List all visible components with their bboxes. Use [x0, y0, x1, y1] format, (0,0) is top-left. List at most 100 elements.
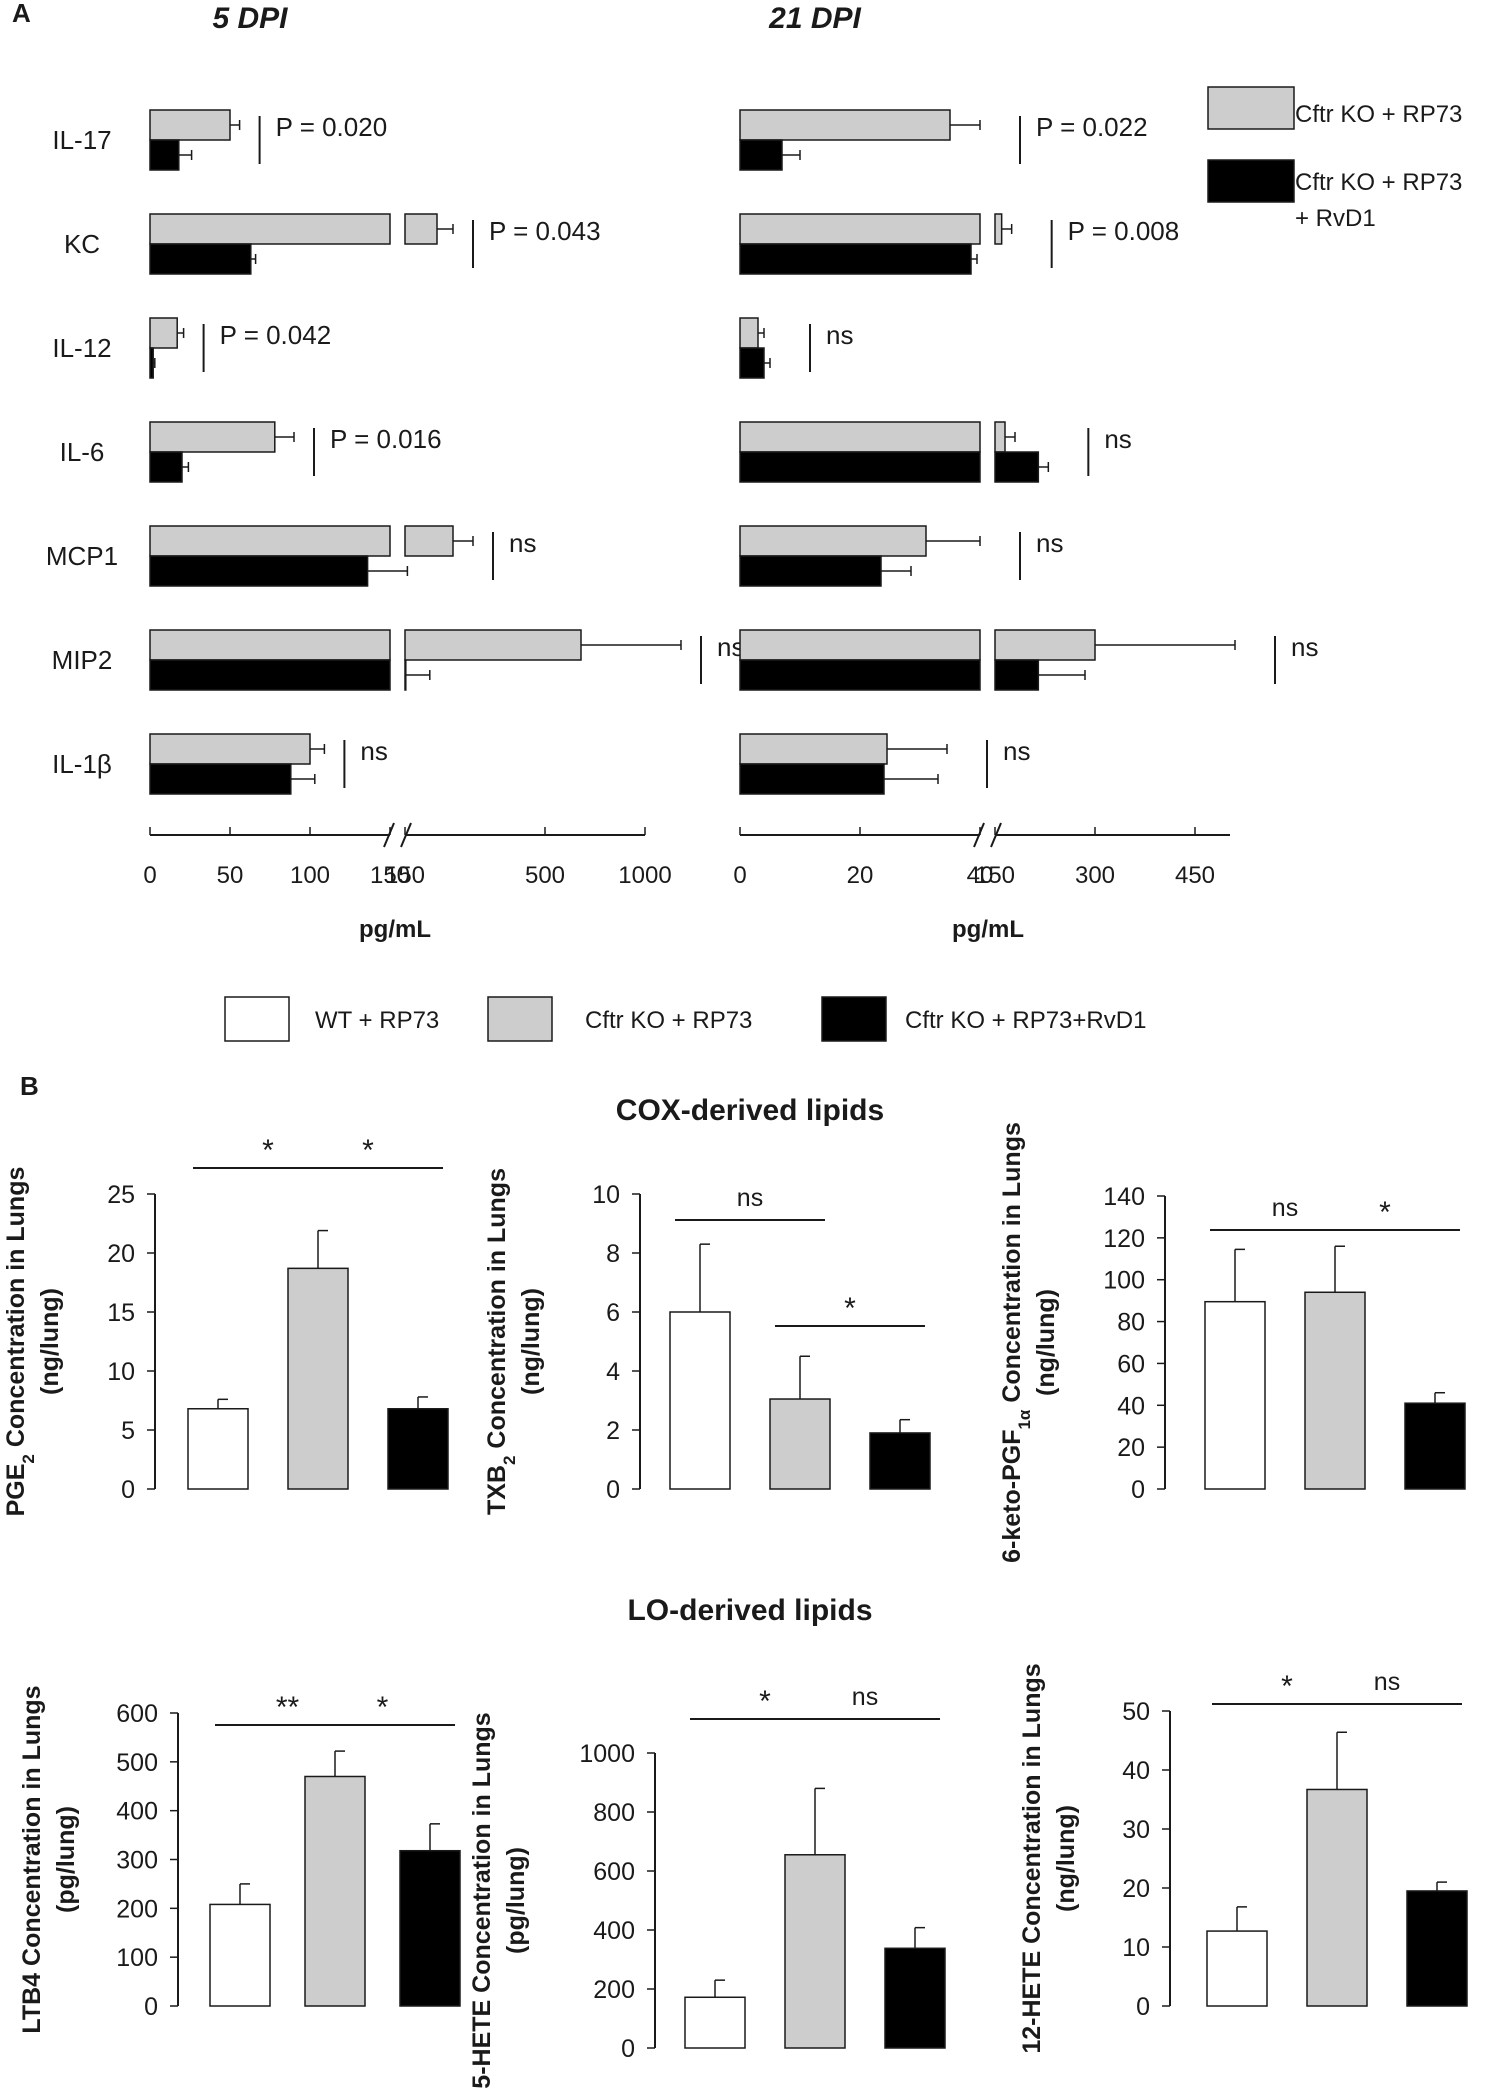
- bar-grey: [739, 733, 888, 765]
- y-tick-label: 5: [121, 1417, 135, 1445]
- y-tick-label: 0: [1131, 1476, 1145, 1504]
- y-tick-label: 40: [1117, 1392, 1145, 1420]
- bar: [209, 1903, 271, 2007]
- chart-5-hete: 0 200 400 600 800 1000 * ns 5-HETE Concentration…: [468, 1683, 946, 2089]
- bar: [884, 1947, 946, 2049]
- category-label: IL-17: [52, 125, 111, 155]
- bar: [684, 1996, 746, 2049]
- y-tick-label: 600: [593, 1858, 635, 1886]
- panel-b-letter: B: [20, 1071, 39, 1101]
- y-tick-label: 600: [116, 1700, 158, 1728]
- bar-black: [149, 139, 180, 171]
- y-axis-label: TXB2 Concentration in Lungs: [483, 1168, 519, 1515]
- bar-grey: [149, 733, 311, 765]
- x-tick-label: 300: [1075, 862, 1115, 889]
- lo-section-title: LO-derived lipids: [627, 1594, 872, 1627]
- y-axis-label: PGE2 Concentration in Lungs: [2, 1167, 38, 1517]
- bar-black: [149, 451, 183, 483]
- significance-label: *: [362, 1134, 374, 1167]
- bar-grey: [739, 213, 981, 245]
- chart-12-hete: 0 10 20 30 40 50 * ns 12-HETE Concentration in L…: [1018, 1663, 1468, 2054]
- bar-grey: [149, 629, 391, 661]
- bar: [1404, 1402, 1466, 1490]
- y-axis-label: 6-keto-PGF1α Concentration in Lungs: [998, 1122, 1034, 1563]
- bar: [387, 1408, 449, 1490]
- chart-title: 21 DPI: [768, 2, 861, 35]
- bar-black: [149, 763, 292, 795]
- p-value-label: P = 0.016: [330, 424, 442, 454]
- legend-label: Cftr KO + RP73+RvD1: [905, 1007, 1146, 1034]
- bar-black: [149, 555, 369, 587]
- y-tick-label: 500: [116, 1749, 158, 1777]
- legend-swatch: [224, 996, 290, 1042]
- p-value-label: ns: [826, 320, 853, 350]
- y-axis-unit: (ng/lung): [517, 1288, 545, 1395]
- p-value-label: P = 0.020: [276, 112, 388, 142]
- bar-grey: [739, 421, 981, 453]
- bar-black: [739, 451, 981, 483]
- p-value-label: P = 0.043: [489, 216, 601, 246]
- bar: [769, 1398, 831, 1490]
- bar-grey: [739, 525, 927, 557]
- x-tick-label: 0: [733, 862, 746, 889]
- y-tick-label: 140: [1103, 1183, 1145, 1211]
- x-axis-label: pg/mL: [359, 916, 431, 943]
- y-tick-label: 100: [1103, 1267, 1145, 1295]
- y-tick-label: 30: [1122, 1816, 1150, 1844]
- y-tick-label: 100: [116, 1944, 158, 1972]
- p-value-label: P = 0.008: [1068, 216, 1180, 246]
- x-tick-label: 500: [525, 862, 565, 889]
- significance-label: ns: [1272, 1194, 1298, 1222]
- p-value-label: ns: [509, 528, 536, 558]
- legend-panel-b: WT + RP73 Cftr KO + RP73 Cftr KO + RP73+Rv…: [224, 996, 1146, 1042]
- y-tick-label: 15: [107, 1299, 135, 1327]
- chart-pge2: 0 5 10 15 20 25 * * PGE2 Concentration in Lungs(…: [2, 1134, 449, 1517]
- y-axis-label-part: PGE: [2, 1464, 30, 1517]
- y-tick-label: 0: [121, 1476, 135, 1504]
- x-tick-label: 50: [217, 862, 244, 889]
- legend-label: Cftr KO + RP73: [1295, 101, 1462, 128]
- y-tick-label: 80: [1117, 1309, 1145, 1337]
- y-tick-label: 60: [1117, 1350, 1145, 1378]
- category-label: KC: [64, 229, 100, 259]
- y-axis-label-sub: 1α: [1015, 1409, 1034, 1429]
- category-label: IL-6: [60, 437, 105, 467]
- bar-grey: [739, 317, 759, 349]
- x-tick-label: 1000: [618, 862, 671, 889]
- y-axis-label-sub: 2: [500, 1456, 519, 1465]
- bar-black: [994, 451, 1040, 483]
- bar: [669, 1311, 731, 1490]
- bar-grey: [739, 629, 981, 661]
- bar-grey: [994, 421, 1006, 453]
- y-tick-label: 0: [621, 2035, 635, 2063]
- x-tick-label: 150: [370, 862, 410, 889]
- bar-grey: [739, 109, 951, 141]
- y-axis-label-part: Concentration in Lungs: [998, 1122, 1026, 1410]
- legend-swatch: [821, 996, 887, 1042]
- y-tick-label: 20: [1117, 1434, 1145, 1462]
- bar: [287, 1267, 349, 1490]
- x-tick-label: 450: [1175, 862, 1215, 889]
- bar-grey: [994, 213, 1003, 245]
- p-value-label: ns: [1291, 632, 1318, 662]
- y-axis-label: 5-HETE Concentration in Lungs: [468, 1712, 496, 2088]
- chart-6-keto-pgf1a: 0 20 40 60 80 100 120 140 ns * 6-keto-PGF1α Concen…: [998, 1122, 1466, 1563]
- bar-grey: [404, 213, 438, 245]
- bar-black: [739, 555, 882, 587]
- y-axis-unit: (ng/lung): [36, 1288, 64, 1395]
- bar-grey: [149, 317, 178, 349]
- p-value-label: P = 0.022: [1036, 112, 1148, 142]
- y-tick-label: 50: [1122, 1698, 1150, 1726]
- significance-label: *: [377, 1691, 389, 1724]
- bar-black: [994, 659, 1040, 691]
- significance-label: ns: [1374, 1668, 1400, 1696]
- bar-black: [739, 659, 981, 691]
- significance-label: **: [276, 1691, 300, 1724]
- y-tick-label: 8: [606, 1240, 620, 1268]
- significance-label: ns: [852, 1683, 878, 1711]
- y-tick-label: 0: [606, 1476, 620, 1504]
- bar: [304, 1775, 366, 2007]
- bar-grey: [404, 629, 582, 661]
